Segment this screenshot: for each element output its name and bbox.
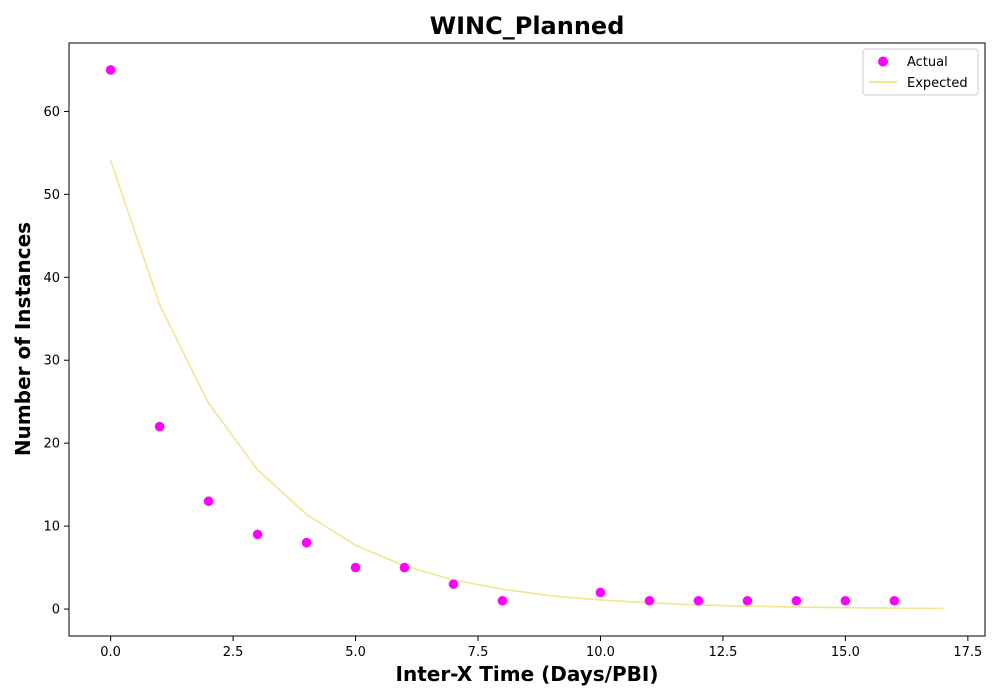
actual-point (350, 562, 361, 573)
x-axis-label: Inter-X Time (Days/PBI) (396, 662, 659, 686)
actual-series (105, 65, 900, 606)
x-tick-label: 17.5 (953, 645, 982, 660)
actual-point (889, 595, 900, 606)
y-tick-label: 0 (52, 603, 60, 618)
actual-point (497, 595, 508, 606)
plot-area: 0.0 2.5 5.0 7.5 10.0 12.5 15.0 17.5 0 10 20 30 40 50… (43, 42, 986, 660)
chart-title: WINC_Planned (430, 12, 625, 40)
x-tick-label: 10.0 (586, 645, 615, 660)
expected-series (109, 160, 944, 610)
legend-marker-actual (878, 56, 888, 67)
y-axis-ticks: 0 10 20 30 40 50 60 (43, 105, 69, 618)
legend-label-expected: Expected (907, 76, 968, 91)
legend-box (862, 48, 979, 96)
legend: Actual Expected (862, 48, 979, 96)
actual-point (203, 496, 214, 507)
actual-point (252, 529, 263, 540)
y-tick-label: 30 (43, 354, 60, 369)
actual-point (399, 562, 410, 573)
y-tick-label: 20 (43, 437, 60, 452)
x-tick-label: 15.0 (831, 645, 860, 660)
actual-point (791, 595, 802, 606)
actual-point (693, 595, 704, 606)
y-tick-label: 10 (43, 520, 60, 535)
y-tick-label: 50 (43, 188, 60, 203)
x-tick-label: 2.5 (223, 645, 244, 660)
x-tick-label: 0.0 (100, 645, 121, 660)
x-tick-label: 12.5 (708, 645, 737, 660)
legend-label-actual: Actual (907, 55, 948, 70)
x-axis-ticks: 0.0 2.5 5.0 7.5 10.0 12.5 15.0 17.5 (100, 636, 982, 660)
y-tick-label: 40 (43, 271, 60, 286)
actual-point (595, 587, 606, 598)
actual-point (742, 595, 753, 606)
y-tick-label: 60 (43, 105, 60, 120)
y-axis-label: Number of Instances (11, 222, 35, 456)
actual-point (301, 537, 312, 548)
x-tick-label: 7.5 (468, 645, 489, 660)
actual-point (105, 65, 116, 75)
x-tick-label: 5.0 (345, 645, 366, 660)
actual-point (448, 579, 459, 589)
actual-point (644, 595, 655, 606)
actual-point (840, 595, 851, 606)
expected-line (109, 160, 944, 610)
axes-frame (68, 42, 986, 637)
actual-point (154, 421, 165, 432)
